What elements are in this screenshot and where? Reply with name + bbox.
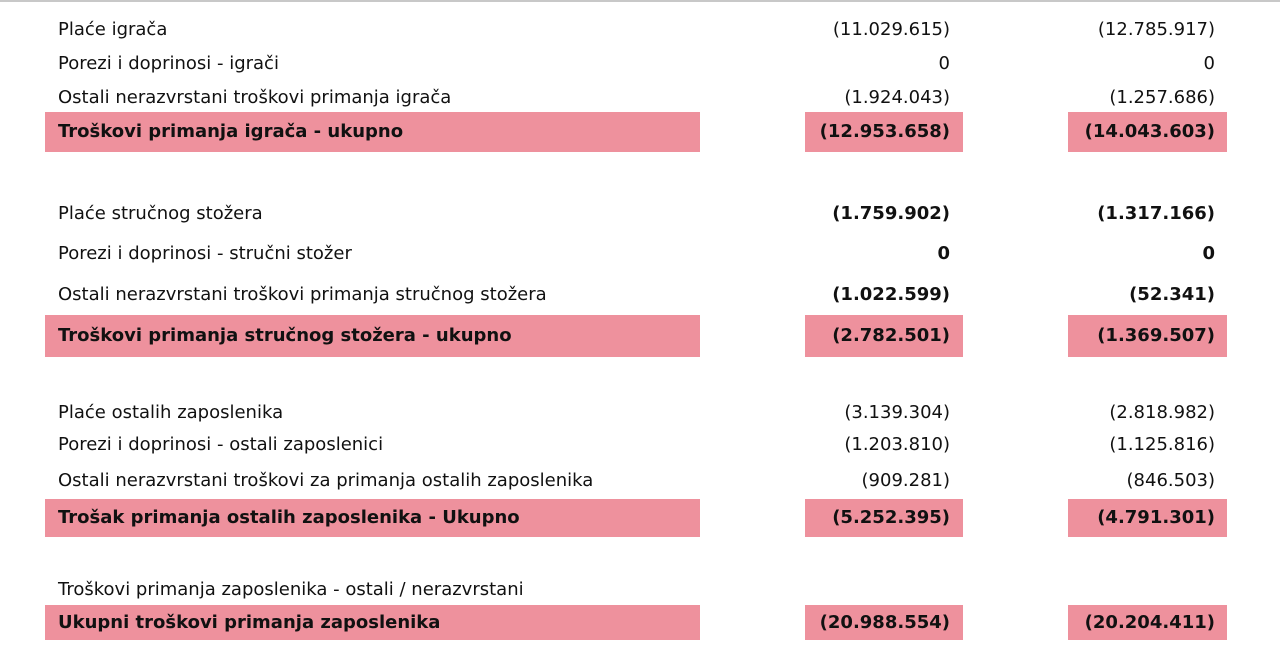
total-row-label: Troškovi primanja igrača - ukupno (58, 121, 404, 142)
value-previous: (1.125.816) (1109, 434, 1215, 455)
value-current: (1.203.810) (844, 434, 950, 455)
value-previous: (52.341) (1129, 284, 1215, 305)
total-highlight (45, 605, 700, 640)
total-highlight (1068, 315, 1227, 357)
row-label: Porezi i doprinosi - stručni stožer (58, 243, 352, 264)
total-value-previous: (1.369.507) (1097, 325, 1215, 346)
row-label: Plaće stručnog stožera (58, 203, 263, 224)
value-current: (1.022.599) (832, 284, 950, 305)
total-value-current: (12.953.658) (819, 121, 950, 142)
value-previous: (2.818.982) (1109, 402, 1215, 423)
total-value-current: (5.252.395) (832, 507, 950, 528)
row-label: Plaće igrača (58, 19, 168, 40)
value-current: 0 (938, 53, 950, 74)
row-label: Porezi i doprinosi - igrači (58, 53, 279, 74)
total-highlight (805, 605, 963, 640)
value-current: (1.924.043) (844, 87, 950, 108)
total-highlight (45, 499, 700, 537)
total-row-label: Trošak primanja ostalih zaposlenika - Uk… (58, 507, 520, 528)
total-row-label: Troškovi primanja stručnog stožera - uku… (58, 325, 512, 346)
value-previous: 0 (1202, 243, 1215, 264)
row-label: Ostali nerazvrstani troškovi primanja ig… (58, 87, 452, 108)
value-previous: (1.257.686) (1109, 87, 1215, 108)
value-current: 0 (937, 243, 950, 264)
value-current: (11.029.615) (832, 19, 950, 40)
total-highlight (1068, 112, 1227, 152)
row-label: Ostali nerazvrstani troškovi za primanja… (58, 470, 594, 491)
value-previous: (846.503) (1126, 470, 1215, 491)
value-previous: (12.785.917) (1097, 19, 1215, 40)
value-current: (909.281) (861, 470, 950, 491)
value-current: (3.139.304) (844, 402, 950, 423)
value-current: (1.759.902) (832, 203, 950, 224)
total-highlight (805, 315, 963, 357)
total-value-previous: (14.043.603) (1084, 121, 1215, 142)
total-highlight (1068, 605, 1227, 640)
total-highlight (805, 499, 963, 537)
total-value-current: (20.988.554) (819, 611, 950, 633)
total-highlight (805, 112, 963, 152)
value-previous: 0 (1203, 53, 1215, 74)
total-value-previous: (4.791.301) (1097, 507, 1215, 528)
total-highlight (45, 112, 700, 152)
total-value-previous: (20.204.411) (1084, 611, 1215, 633)
row-label: Porezi i doprinosi - ostali zaposlenici (58, 434, 384, 455)
total-highlight (1068, 499, 1227, 537)
row-label: Troškovi primanja zaposlenika - ostali /… (58, 579, 524, 600)
total-row-label: Ukupni troškovi primanja zaposlenika (58, 611, 441, 633)
total-highlight (45, 315, 700, 357)
value-previous: (1.317.166) (1097, 203, 1215, 224)
total-value-current: (2.782.501) (832, 325, 950, 346)
row-label: Ostali nerazvrstani troškovi primanja st… (58, 284, 547, 305)
row-label: Plaće ostalih zaposlenika (58, 402, 284, 423)
